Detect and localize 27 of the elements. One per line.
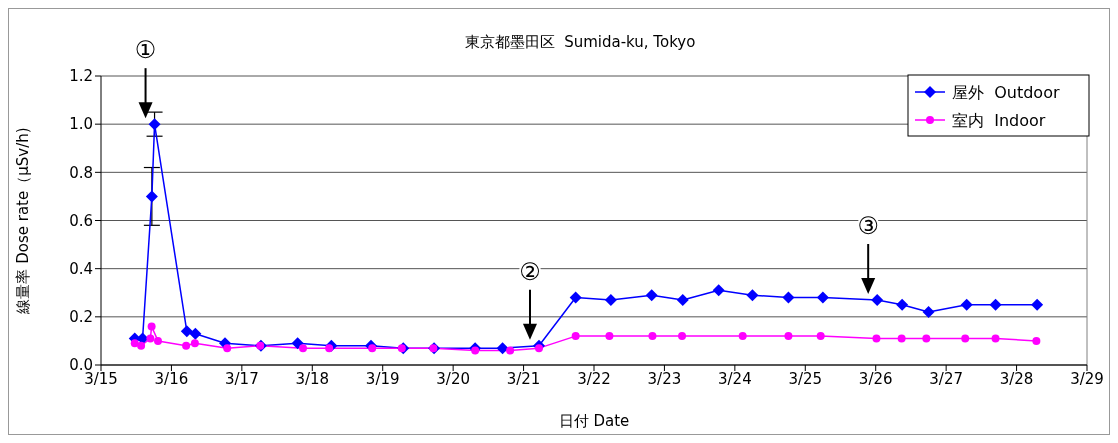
y-tick-label: 0.8 — [69, 163, 93, 182]
x-tick-label: 3/16 — [154, 369, 189, 388]
y-tick-label: 0.4 — [69, 259, 93, 278]
y-tick-label: 0.2 — [69, 308, 93, 327]
x-tick-label: 3/24 — [718, 369, 752, 388]
y-tick-label: 1.2 — [69, 67, 93, 86]
y-tick-label: 0.6 — [69, 211, 93, 230]
legend-label: 屋外 Outdoor — [952, 83, 1060, 102]
x-tick-label: 3/20 — [436, 369, 470, 388]
x-tick-label: 3/28 — [999, 369, 1034, 388]
x-tick-label: 3/26 — [858, 369, 893, 388]
chart-title: 東京都墨田区 Sumida-ku, Tokyo — [464, 33, 696, 51]
x-tick-label: 3/19 — [365, 369, 400, 388]
y-tick-label: 1.0 — [69, 115, 93, 134]
annotation: ① — [134, 36, 157, 65]
x-tick-label: 3/17 — [225, 369, 259, 388]
x-tick-label: 3/27 — [929, 369, 963, 388]
x-tick-label: 3/21 — [506, 369, 541, 388]
annotation: ③ — [857, 211, 879, 240]
x-tick-label: 3/25 — [788, 369, 823, 388]
x-tick-label: 3/18 — [295, 369, 330, 388]
x-tick-label: 3/23 — [647, 369, 682, 388]
x-axis-title: 日付 Date — [558, 412, 630, 430]
y-axis-title: 線量率 Dose rate（μSv/h) — [14, 127, 33, 315]
x-tick-label: 3/22 — [577, 369, 611, 388]
legend-label: 室内 Indoor — [952, 111, 1046, 130]
x-tick-label: 3/29 — [1070, 369, 1104, 388]
